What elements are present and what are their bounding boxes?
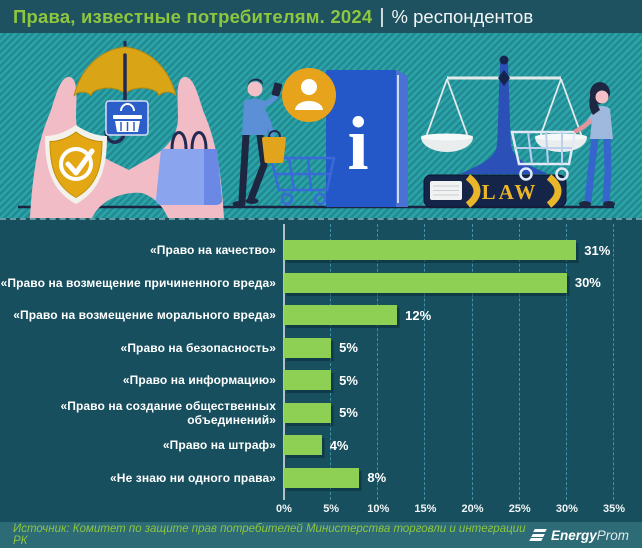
gridline: [518, 224, 520, 500]
shield-check-icon: [45, 125, 107, 204]
value-label: 12%: [405, 307, 432, 323]
axis-tick-label: 20%: [461, 503, 484, 515]
energyprom-logo-text: EnergyProm: [551, 528, 629, 543]
info-book-icon: i: [326, 70, 408, 207]
title-separator: |: [379, 5, 385, 28]
bar: [284, 272, 567, 293]
illustration-band: i: [0, 33, 642, 218]
bar-row: «Право на качество» 31%: [0, 234, 642, 267]
bar-row: «Право на возмещение морального вреда» 12…: [0, 299, 642, 332]
bar-rows: «Право на качество» 31% «Право на возмещен…: [0, 234, 642, 494]
gridline: [471, 224, 473, 500]
category-label: «Право на безопасность»: [120, 340, 276, 355]
bar: [284, 337, 332, 358]
bar-row: «Право на создание общественных объедине…: [0, 397, 642, 430]
consumer-protection-illustration: i: [18, 41, 615, 218]
bar-row: «Право на информацию» 5%: [0, 364, 642, 397]
value-label: 30%: [574, 275, 601, 291]
category-label: «Право на качество»: [150, 243, 276, 258]
gridline: [565, 224, 567, 500]
value-label: 4%: [329, 437, 349, 453]
energyprom-logo: EnergyProm: [529, 528, 629, 543]
category-label: «Право на возмещение причиненного вреда»: [0, 275, 276, 290]
yellow-bag-icon: [262, 137, 286, 163]
axis-tick-label: 35%: [602, 503, 626, 515]
axis-tick-label: 25%: [508, 503, 531, 515]
footer-bar: Источник: Комитет по защите прав потреби…: [0, 522, 642, 548]
bar-row: «Не знаю ни одного права» 8%: [0, 462, 642, 495]
small-bag-handle: [268, 130, 281, 138]
source-text: Источник: Комитет по защите прав потреби…: [13, 523, 526, 547]
category-label: «Право на создание общественных объедине…: [60, 398, 276, 427]
bar: [284, 435, 322, 456]
value-label: 8%: [367, 470, 387, 486]
bar-row: «Право на возмещение причиненного вреда»…: [0, 267, 642, 300]
value-label: 5%: [339, 340, 358, 356]
bar-row: «Право на штраф» 4%: [0, 429, 642, 462]
header-bar: Права, известные потребителям. 2024 | % …: [0, 0, 642, 33]
page-title: Права, известные потребителям. 2024: [13, 5, 373, 27]
axis-tick-label: 15%: [414, 503, 437, 515]
energyprom-logo-icon: [529, 529, 547, 541]
category-label: «Право на информацию»: [122, 373, 276, 388]
category-label: «Право на возмещение морального вреда»: [13, 308, 276, 323]
basket-sign-icon: [105, 100, 149, 136]
smartphone-icon: [271, 82, 283, 97]
bar-chart: «Право на качество» 31% «Право на возмещен…: [0, 218, 642, 522]
scales-of-justice-icon: [421, 55, 587, 174]
gridline: [424, 224, 426, 500]
value-label: 5%: [339, 405, 358, 421]
avatar-badge-icon: [282, 68, 336, 122]
gridline: [377, 224, 379, 500]
bar: [284, 370, 332, 391]
y-axis-line: [283, 224, 285, 500]
law-book-icon: LAW: [423, 174, 567, 208]
female-shopper-figure: [573, 82, 615, 207]
value-label: 5%: [339, 372, 358, 388]
gridline: [330, 224, 332, 500]
logo-text-light: Prom: [596, 527, 629, 543]
bar: [284, 305, 398, 326]
axis-tick-label: 10%: [367, 503, 390, 515]
male-shopper-figure: [232, 78, 286, 207]
bar: [284, 467, 360, 488]
bar-row: «Право на безопасность» 5%: [0, 332, 642, 365]
gridline: [613, 224, 614, 500]
bar: [284, 240, 577, 261]
x-axis-ticks: 0% 5% 10% 15% 20% 25% 30% 35%: [276, 503, 625, 519]
law-book-label: LAW: [482, 180, 539, 204]
value-label: 31%: [584, 242, 611, 258]
info-symbol: i: [347, 102, 368, 186]
category-label: «Право на штраф»: [162, 438, 276, 453]
bar: [284, 402, 332, 423]
axis-tick-label: 0%: [276, 503, 292, 515]
category-label: «Не знаю ни одного права»: [110, 470, 276, 485]
logo-text-bold: Energy: [550, 527, 597, 543]
shopping-bag-icon: [155, 131, 223, 205]
page-subtitle: % респондентов: [391, 5, 534, 27]
axis-tick-label: 5%: [323, 503, 340, 515]
axis-tick-label: 30%: [555, 503, 578, 515]
